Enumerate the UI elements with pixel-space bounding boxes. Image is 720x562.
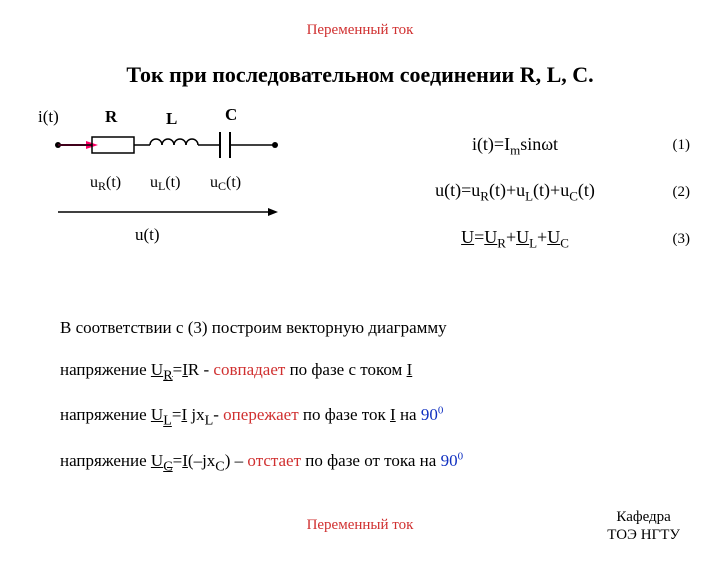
l4b: –	[230, 451, 247, 470]
node-right	[272, 142, 278, 148]
footer-r1: Кафедра	[616, 509, 670, 525]
label-uR: uR(t)	[90, 174, 121, 193]
eq1-text: i(t)=Imsinωt	[370, 134, 660, 159]
label-L: L	[166, 109, 177, 128]
body-line-2: напряжение UR=IR - совпадает по фазе с т…	[60, 354, 660, 389]
l2eq: UR	[151, 360, 173, 379]
l4sup: 0	[458, 450, 464, 462]
footer-center-text: Переменный ток	[307, 517, 414, 533]
eq3-num: (3)	[660, 231, 690, 248]
l2ir: I	[182, 360, 188, 379]
footer-r2: ТОЭ НГТУ	[607, 527, 680, 543]
l3b: -	[213, 405, 223, 424]
l3deg: 900	[421, 405, 444, 424]
body-text: В соответствии с (3) построим векторную …	[60, 312, 660, 480]
label-R: R	[105, 107, 118, 126]
l2I: I	[407, 360, 413, 379]
inductor-coil-2	[162, 139, 174, 145]
diagram-and-equations: i(t) R L C	[0, 102, 720, 302]
equation-3: U=UR+UL+UC (3)	[370, 227, 690, 252]
eq2-num: (2)	[660, 184, 690, 201]
label-C: C	[225, 105, 237, 124]
resistor	[92, 137, 134, 153]
circuit-svg: i(t) R L C	[50, 102, 310, 302]
page-header: Переменный ток	[0, 22, 720, 39]
l4degn: 90	[441, 451, 458, 470]
l4eq: UC	[151, 451, 173, 470]
l4deg: 900	[441, 451, 464, 470]
u-arrow-head	[268, 208, 278, 216]
l3a: напряжение	[60, 405, 151, 424]
header-text: Переменный ток	[307, 22, 414, 38]
inductor-coil-1	[150, 139, 162, 145]
equation-1: i(t)=Imsinωt (1)	[370, 134, 690, 159]
page-title: Ток при последовательном соединении R, L…	[60, 61, 660, 90]
eq1-num: (1)	[660, 137, 690, 154]
footer-right: Кафедра ТОЭ НГТУ	[607, 508, 680, 544]
l3d: на	[396, 405, 421, 424]
l2b: -	[199, 360, 213, 379]
body-line-1: В соответствии с (3) построим векторную …	[60, 312, 660, 344]
label-i: i(t)	[38, 107, 59, 126]
inductor-coil-4	[186, 139, 198, 145]
circuit-diagram: i(t) R L C	[50, 102, 310, 302]
l3degn: 90	[421, 405, 438, 424]
l4i: I	[182, 451, 188, 470]
body-line-3: напряжение UL=I jxL- опережает по фазе т…	[60, 399, 660, 434]
l3i: I	[181, 405, 187, 424]
l4a: напряжение	[60, 451, 151, 470]
label-uC: uC(t)	[210, 174, 241, 193]
l3red: опережает	[223, 405, 298, 424]
inductor-coil-3	[174, 139, 186, 145]
eq3-text: U=UR+UL+UC	[370, 227, 660, 252]
equations-block: i(t)=Imsinωt (1) u(t)=uR(t)+uL(t)+uC(t) …	[370, 112, 690, 274]
l3c: по фазе ток	[299, 405, 390, 424]
label-u: u(t)	[135, 225, 160, 244]
l2red: совпадает	[213, 360, 285, 379]
l2a: напряжение	[60, 360, 151, 379]
l4c: по фазе от тока на	[301, 451, 441, 470]
equation-2: u(t)=uR(t)+uL(t)+uC(t) (2)	[370, 180, 690, 205]
l3eq: UL	[151, 405, 172, 424]
l3sup: 0	[438, 405, 444, 417]
label-uL: uL(t)	[150, 174, 180, 193]
l2c: по фазе с током	[285, 360, 406, 379]
line1-text: В соответствии с (3) построим векторную …	[60, 318, 447, 337]
l4red: отстает	[247, 451, 301, 470]
body-line-4: напряжение UC=I(–jxC) – отстает по фазе …	[60, 445, 660, 480]
eq2-text: u(t)=uR(t)+uL(t)+uC(t)	[370, 180, 660, 205]
